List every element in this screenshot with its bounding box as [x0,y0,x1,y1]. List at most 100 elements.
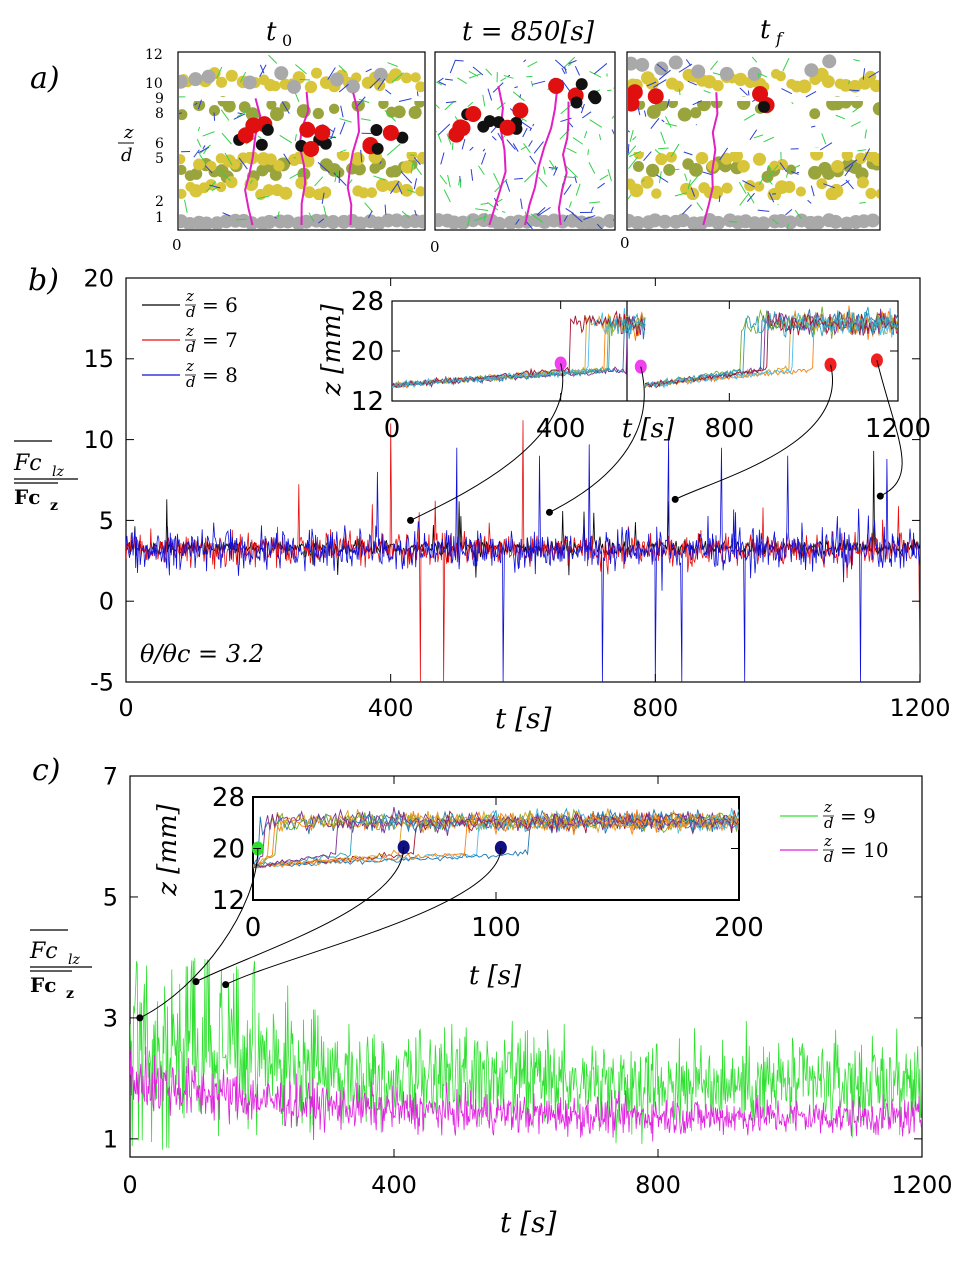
force-chain [469,146,474,151]
force-chain [467,101,474,108]
force-chain [646,81,657,87]
panel-c-inset-ytick: 28 [212,783,245,813]
force-chain [682,204,692,215]
connector-marker [545,508,553,516]
force-chain [589,119,603,128]
force-chain [810,185,815,197]
grain [737,159,750,173]
mobile-grain [314,124,331,141]
force-chain [461,139,466,150]
force-chain [611,129,614,135]
grain [245,107,260,121]
force-chain [533,141,544,154]
force-chain [256,195,270,200]
grain [400,183,414,197]
force-chain [538,176,548,188]
force-chain [757,209,770,212]
force-chain [206,181,216,193]
force-chain [338,83,349,93]
force-chain [519,94,522,98]
legend-label: = 10 [840,838,889,862]
grain [677,107,692,122]
panel-c-inset: 0 100 200 12 20 28 z [mm] t [s] [153,783,764,991]
grain [816,178,828,190]
panel-a-ytick-5: 5 [155,151,164,167]
force-chain [327,67,336,80]
force-chain [563,184,572,195]
force-chain [387,62,398,67]
force-chain-strong [488,85,507,226]
grain [870,79,879,93]
panel-b-plot [126,420,920,682]
force-chain [340,105,344,118]
force-chain [500,77,507,82]
grain [872,102,879,116]
panel-b-inset-ticks: 0 400 800 1200 12 20 28 [351,287,931,444]
force-chain [864,129,867,139]
grain [270,107,284,122]
force-chain [568,62,572,67]
bed-grain [756,216,771,229]
panel-c-inset-xtick: 100 [471,913,521,943]
force-chain [514,86,518,89]
force-chain [391,72,404,83]
inset-trace [392,312,646,389]
force-chain-strong [702,92,719,226]
force-chain [561,79,571,93]
force-chain [224,152,233,166]
force-chain [643,110,647,117]
force-chain [444,78,453,81]
panel-b-ytick: 0 [99,588,114,616]
force-chain [791,171,799,175]
force-chain [520,198,523,210]
force-chain [844,163,854,177]
snapshot-t0 [179,54,424,229]
force-chain [217,169,231,182]
inset-trace [253,808,739,869]
force-chain [512,143,519,152]
force-chain [487,88,493,101]
force-chain [194,102,198,106]
force-chain [759,73,768,78]
panel-c-tag: c) [32,753,61,788]
force-chain [197,146,210,154]
panel-c-ytick: 7 [103,762,118,790]
force-chain [654,149,661,155]
mobile-grain [499,119,516,136]
force-chain [239,71,247,83]
mobile-grain [255,138,268,151]
grain [274,66,289,81]
grain [400,160,414,174]
force-chain [436,81,442,86]
grain [244,150,259,165]
panel-a-title-tf: t [760,15,771,45]
force-chain [482,94,486,107]
inset-trace [253,808,739,869]
grain [720,152,733,165]
panel-b-xtick: 1200 [889,694,950,722]
svg-text:Fc: Fc [29,939,58,964]
grain [303,186,316,199]
force-chain [597,182,605,189]
bed-grain [711,215,726,229]
force-chain [294,92,300,103]
force-chain [849,89,860,92]
mobile-grain [299,121,316,138]
force-chain [496,102,506,110]
panel-c-inset-xtick: 0 [245,913,262,943]
force-chain [468,70,479,77]
grain [632,160,645,172]
connector-marker [192,978,200,986]
grain [378,98,389,110]
panel-c-xtick: 1200 [891,1171,952,1199]
force-chain [236,109,250,118]
connector-marker [222,981,230,989]
force-chain [656,174,669,183]
force-chain [416,91,419,97]
grain [821,166,835,180]
panel-a-origin-3: 0 [620,234,630,252]
force-chain [628,144,630,154]
force-chain [564,56,576,68]
force-chain [211,186,219,192]
